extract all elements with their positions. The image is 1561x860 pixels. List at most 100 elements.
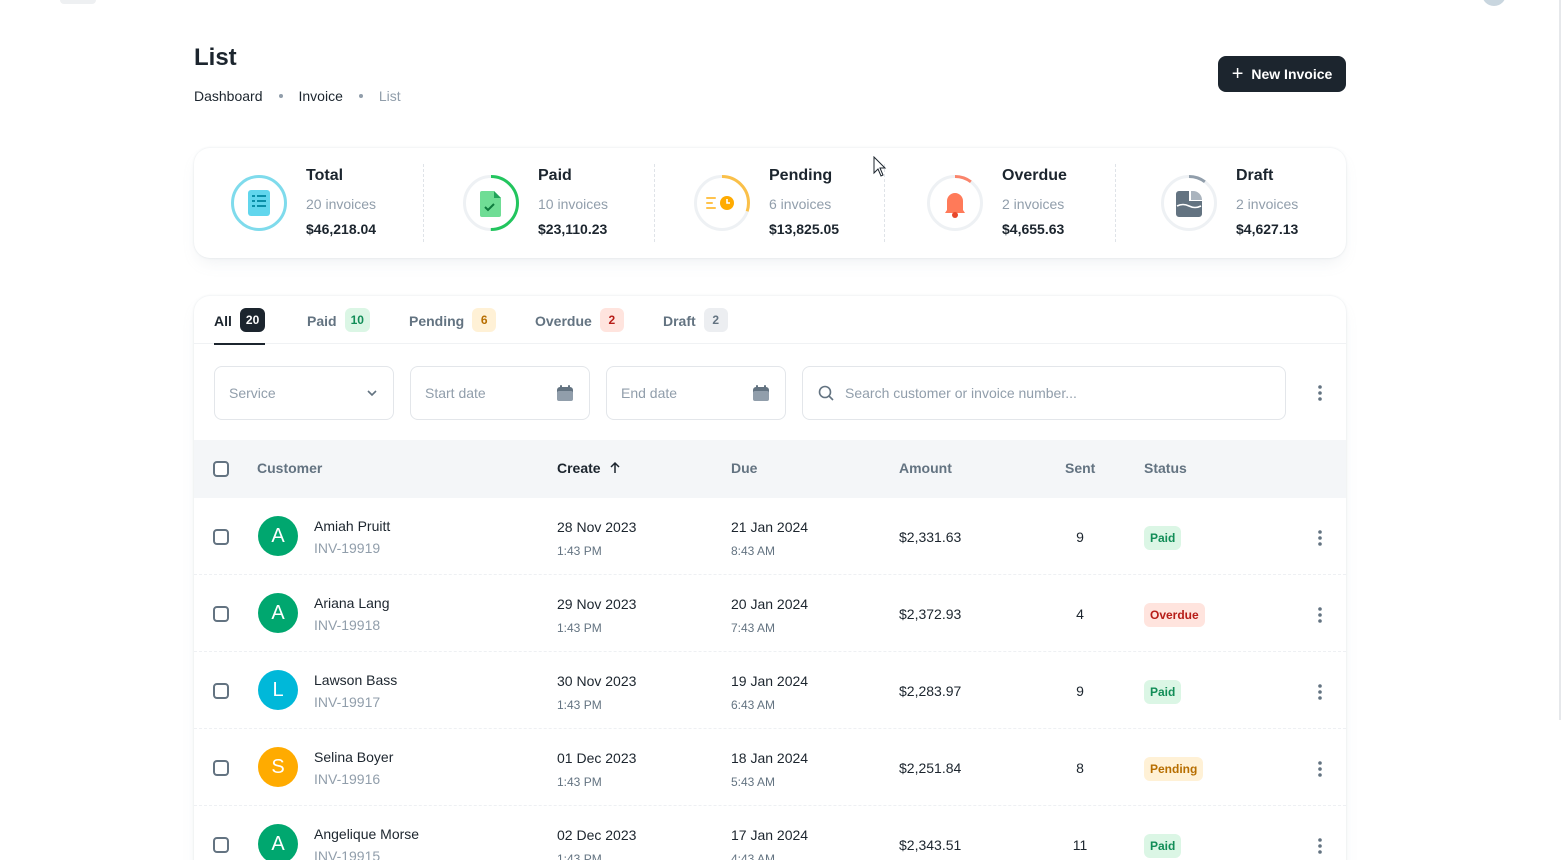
tab-count-badge: 10 xyxy=(344,308,370,332)
more-vertical-icon[interactable] xyxy=(1308,680,1332,704)
tab-pending[interactable]: Pending 6 xyxy=(409,308,497,344)
start-date-field[interactable]: Start date xyxy=(410,366,590,420)
top-bar-button[interactable] xyxy=(60,0,96,4)
due-time: 7:43 AM xyxy=(731,621,776,635)
calendar-icon[interactable] xyxy=(751,383,771,403)
new-invoice-label: New Invoice xyxy=(1251,66,1333,82)
row-checkbox[interactable] xyxy=(213,760,229,776)
status-badge: Paid xyxy=(1144,680,1182,704)
new-invoice-button[interactable]: + New Invoice xyxy=(1218,56,1346,92)
row-checkbox[interactable] xyxy=(213,837,229,853)
due-time: 5:43 AM xyxy=(731,775,776,789)
customer-name[interactable]: Angelique Morse xyxy=(314,826,420,842)
more-vertical-icon[interactable] xyxy=(1308,526,1332,550)
tab-label: All xyxy=(214,313,232,329)
table-row[interactable]: L Lawson Bass INV-19917 30 Nov 2023 1:43 PM 1… xyxy=(194,652,1346,729)
receipt-list-icon xyxy=(231,175,287,231)
stat-count: 10 invoices xyxy=(538,196,609,212)
service-select[interactable]: Service xyxy=(214,366,394,420)
tab-paid[interactable]: Paid 10 xyxy=(307,308,370,344)
clock-list-icon xyxy=(694,175,750,231)
due-time: 6:43 AM xyxy=(731,698,776,712)
search-placeholder: Search customer or invoice number... xyxy=(845,385,1077,401)
customer-name[interactable]: Ariana Lang xyxy=(314,595,390,611)
invoice-number[interactable]: INV-19918 xyxy=(314,617,381,633)
create-date: 30 Nov 2023 xyxy=(557,673,637,689)
invoice-number[interactable]: INV-19917 xyxy=(314,694,381,710)
sent-count: 9 xyxy=(1076,529,1084,545)
stat-divider xyxy=(884,164,885,242)
create-date: 29 Nov 2023 xyxy=(557,596,637,612)
breadcrumb-list: List xyxy=(378,88,401,104)
search-input[interactable]: Search customer or invoice number... xyxy=(802,366,1286,420)
column-due[interactable]: Due xyxy=(731,460,758,476)
due-time: 4:43 AM xyxy=(731,852,776,860)
invoice-number[interactable]: INV-19916 xyxy=(314,771,381,787)
create-time: 1:43 PM xyxy=(557,775,602,789)
more-vertical-icon[interactable] xyxy=(1308,834,1332,858)
breadcrumb-dashboard[interactable]: Dashboard xyxy=(194,88,263,104)
more-vertical-icon[interactable] xyxy=(1308,381,1332,405)
end-date-field[interactable]: End date xyxy=(606,366,786,420)
stat-divider xyxy=(654,164,655,242)
create-time: 1:43 PM xyxy=(557,698,602,712)
page-scrollbar[interactable] xyxy=(1559,0,1561,720)
calendar-icon[interactable] xyxy=(555,383,575,403)
status-badge: Overdue xyxy=(1144,603,1205,627)
row-checkbox[interactable] xyxy=(213,683,229,699)
table-row[interactable]: S Selina Boyer INV-19916 01 Dec 2023 1:43 PM… xyxy=(194,729,1346,806)
arrow-up-icon xyxy=(610,461,621,473)
service-placeholder: Service xyxy=(229,385,276,401)
stat-count: 2 invoices xyxy=(1002,196,1065,212)
tab-count-badge: 20 xyxy=(239,308,266,332)
invoice-number[interactable]: INV-19915 xyxy=(314,848,381,860)
customer-name[interactable]: Amiah Pruitt xyxy=(314,518,391,534)
tab-draft[interactable]: Draft 2 xyxy=(663,308,728,344)
tab-all[interactable]: All 20 xyxy=(214,308,266,345)
create-time: 1:43 PM xyxy=(557,621,602,635)
breadcrumb-invoice[interactable]: Invoice xyxy=(298,88,343,104)
create-date: 01 Dec 2023 xyxy=(557,750,637,766)
sent-count: 11 xyxy=(1072,837,1088,853)
status-badge: Paid xyxy=(1144,834,1182,858)
customer-name[interactable]: Selina Boyer xyxy=(314,749,394,765)
stat-title: Overdue xyxy=(1002,167,1067,184)
table-row[interactable]: A Ariana Lang INV-19918 29 Nov 2023 1:43 PM 2… xyxy=(194,575,1346,652)
create-time: 1:43 PM xyxy=(557,852,602,860)
stat-amount: $13,825.05 xyxy=(769,221,840,237)
customer-avatar: A xyxy=(258,824,298,860)
tab-count-badge: 2 xyxy=(599,308,624,332)
table-row[interactable]: A Amiah Pruitt INV-19919 28 Nov 2023 1:43 PM… xyxy=(194,498,1346,575)
due-date: 21 Jan 2024 xyxy=(731,519,809,535)
column-status[interactable]: Status xyxy=(1144,460,1187,476)
stat-amount: $23,110.23 xyxy=(538,221,608,237)
customer-avatar: A xyxy=(258,516,298,556)
stat-amount: $46,218.04 xyxy=(306,221,377,237)
customer-avatar: A xyxy=(258,593,298,633)
invoice-stats-card: Total 20 invoices $46,218.04 Paid 10 inv… xyxy=(194,148,1346,258)
customer-avatar: L xyxy=(258,670,298,710)
due-date: 18 Jan 2024 xyxy=(731,750,809,766)
column-customer[interactable]: Customer xyxy=(257,460,323,476)
tab-label: Pending xyxy=(409,313,465,329)
more-vertical-icon[interactable] xyxy=(1308,603,1332,627)
sent-count: 8 xyxy=(1076,760,1084,776)
tab-overdue[interactable]: Overdue 2 xyxy=(535,308,624,344)
sent-count: 9 xyxy=(1076,683,1084,699)
invoice-amount: $2,372.93 xyxy=(899,606,962,622)
account-avatar[interactable] xyxy=(1480,0,1508,8)
more-vertical-icon[interactable] xyxy=(1308,757,1332,781)
invoice-number[interactable]: INV-19919 xyxy=(314,540,381,556)
customer-name[interactable]: Lawson Bass xyxy=(314,672,398,688)
select-all-checkbox[interactable] xyxy=(213,461,229,477)
column-sent[interactable]: Sent xyxy=(1065,460,1096,476)
column-amount[interactable]: Amount xyxy=(899,460,952,476)
column-create[interactable]: Create xyxy=(557,460,621,476)
tab-count-badge: 6 xyxy=(472,308,497,332)
table-row[interactable]: A Angelique Morse INV-19915 02 Dec 2023 1:43… xyxy=(194,806,1346,860)
breadcrumb-separator xyxy=(278,94,283,98)
row-checkbox[interactable] xyxy=(213,529,229,545)
status-badge: Pending xyxy=(1144,757,1204,781)
row-checkbox[interactable] xyxy=(213,606,229,622)
stat-count: 2 invoices xyxy=(1236,196,1299,212)
